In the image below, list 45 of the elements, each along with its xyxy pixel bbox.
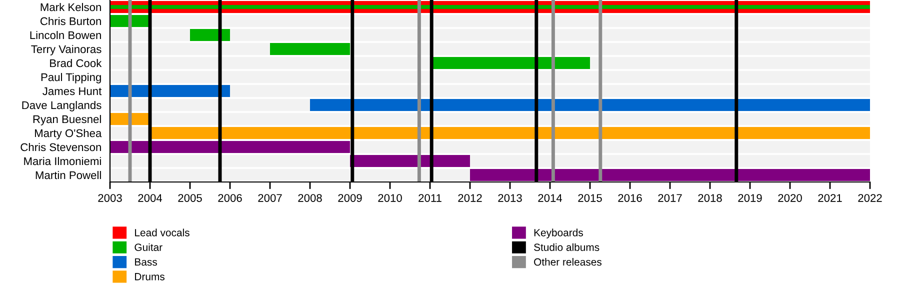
legend-label: Guitar bbox=[134, 243, 162, 251]
bar bbox=[270, 43, 350, 55]
legend-label: Bass bbox=[135, 258, 157, 266]
y-tick-label: Maria Ilmoniemi bbox=[24, 156, 101, 166]
x-tick-label: 2015 bbox=[578, 194, 602, 202]
legend-label: Keyboards bbox=[534, 228, 583, 238]
legend-label: Other releases bbox=[534, 258, 602, 266]
y-tick-label: Mark Kelson bbox=[40, 2, 101, 12]
legend-label: Drums bbox=[135, 273, 165, 280]
x-tick-label: 2004 bbox=[138, 194, 162, 202]
bar bbox=[350, 155, 470, 167]
x-tick-label: 2009 bbox=[338, 194, 362, 202]
x-tick-label: 2013 bbox=[498, 194, 522, 202]
y-tick-label: James Hunt bbox=[42, 87, 102, 96]
x-tick-label: 2006 bbox=[218, 194, 242, 202]
x-tick-label: 2012 bbox=[458, 194, 482, 202]
y-tick-label: Chris Burton bbox=[40, 16, 101, 26]
y-tick-label: Paul Tipping bbox=[41, 72, 101, 84]
x-tick-label: 2019 bbox=[738, 194, 762, 202]
y-tick-label: Lincoln Bowen bbox=[30, 30, 101, 40]
x-tick-label: 2016 bbox=[618, 194, 642, 202]
bar bbox=[110, 85, 230, 97]
x-tick-label: 2010 bbox=[378, 194, 402, 202]
legend-label: Studio albums bbox=[534, 243, 600, 251]
x-tick-label: 2007 bbox=[258, 194, 282, 202]
y-tick-label: Chris Stevenson bbox=[20, 142, 101, 152]
bar bbox=[190, 29, 230, 41]
x-tick-label: 2005 bbox=[178, 194, 202, 202]
y-tick-label: Brad Cook bbox=[50, 58, 102, 68]
x-tick-label: 2014 bbox=[538, 194, 562, 202]
legend-label: Lead vocals bbox=[135, 228, 190, 236]
y-tick-label: Dave Langlands bbox=[22, 100, 102, 112]
x-tick-label: 2008 bbox=[298, 194, 322, 202]
x-tick-label: 2018 bbox=[698, 194, 722, 202]
y-tick-label: Ryan Buesnel bbox=[33, 114, 101, 126]
y-tick-label: Martin Powell bbox=[36, 170, 101, 180]
x-tick-label: 2003 bbox=[98, 194, 122, 202]
x-tick-label: 2022 bbox=[858, 194, 882, 202]
x-tick-label: 2011 bbox=[418, 194, 442, 202]
y-tick-label: Marty O'Shea bbox=[35, 128, 102, 140]
x-tick-label: 2020 bbox=[778, 194, 802, 202]
x-tick-label: 2017 bbox=[658, 194, 682, 202]
y-tick-label: Terry Vainoras bbox=[31, 44, 102, 56]
bar bbox=[150, 127, 870, 139]
x-tick-label: 2021 bbox=[818, 194, 842, 202]
